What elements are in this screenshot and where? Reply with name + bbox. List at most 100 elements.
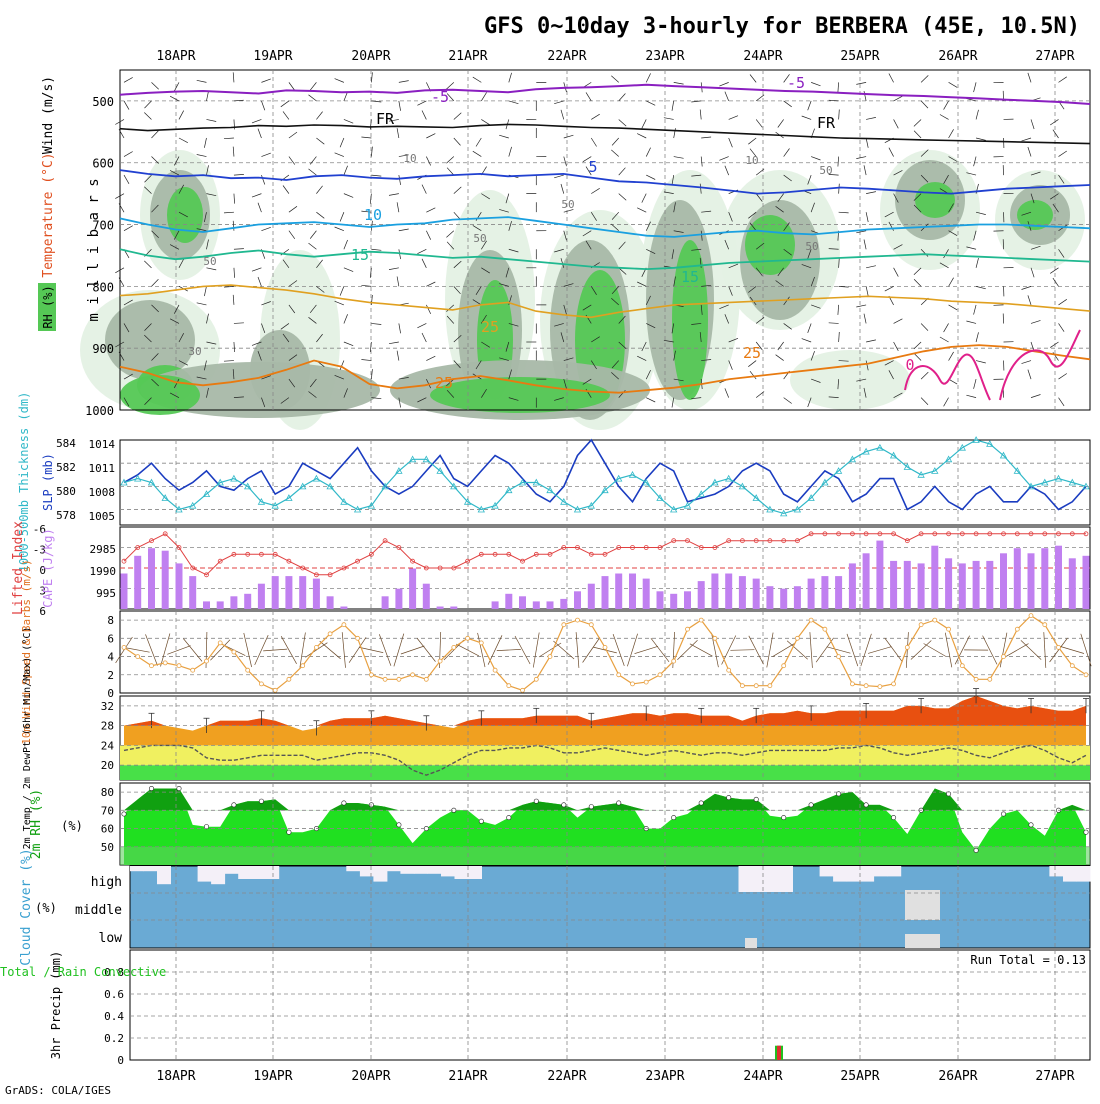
cloud-low-gap (745, 938, 757, 948)
contour-label: 0 (905, 356, 914, 374)
slp-tick-1014: 1014 (89, 438, 116, 451)
cloud-high-gap (144, 866, 158, 871)
rh-axis-label: RH (%) (41, 285, 55, 328)
rh2m-point (672, 815, 676, 819)
precip-tick-0.4: 0.4 (104, 1010, 124, 1023)
rh2m-point (507, 815, 511, 819)
wind10m-point (177, 664, 181, 668)
rh-blob (915, 182, 955, 218)
cloud-axis-label: Cloud Cover (%) (19, 848, 34, 965)
wind10m-tick-2: 2 (107, 669, 114, 682)
top-date-27APR: 27APR (1035, 49, 1074, 64)
wind10m-point (369, 673, 373, 677)
contour-label: 50 (819, 164, 832, 177)
bottom-date-25APR: 25APR (840, 1069, 879, 1084)
cape-bar (505, 594, 512, 609)
wind10m-point (1029, 614, 1033, 618)
cape-tick-2985: 2985 (90, 543, 117, 556)
wind10m-point (466, 636, 470, 640)
cape-bar (519, 596, 526, 609)
cloud-high-gap (455, 866, 469, 879)
cape-bar (904, 561, 911, 609)
top-date-18APR: 18APR (156, 49, 195, 64)
cape-bar (162, 551, 169, 609)
cape-bar (863, 553, 870, 609)
credit-label: GrADS: COLA/IGES (5, 1084, 111, 1097)
cloud-high-gap (847, 866, 861, 882)
rh2m-point (534, 799, 538, 803)
slp-axis-label: SLP (mb) (41, 453, 55, 511)
wind10m-tick-4: 4 (107, 651, 114, 664)
bottom-date-26APR: 26APR (938, 1069, 977, 1084)
cape-bar (821, 576, 828, 609)
wind10m-point (919, 623, 923, 627)
cloud-high-gap (400, 866, 414, 874)
pressure-tick-500: 500 (92, 95, 114, 109)
cloud-high-gap (766, 866, 780, 892)
rh2m-point (754, 797, 758, 801)
dew-lo-band (120, 765, 1090, 780)
wind10m-point (424, 677, 428, 681)
millibars-label: m i l l i b a r s (86, 178, 102, 321)
rh2m-point (617, 801, 621, 805)
wind10m-point (1084, 673, 1088, 677)
wind10m-point (905, 645, 909, 649)
cloud-unit: (%) (35, 901, 57, 915)
pressure-tick-600: 600 (92, 157, 114, 171)
cloud-high-gap (360, 866, 374, 876)
cape-bar (808, 579, 815, 609)
cape-bar (1055, 546, 1062, 609)
wind10m-point (754, 684, 758, 688)
wind10m-point (356, 636, 360, 640)
top-date-19APR: 19APR (253, 49, 292, 64)
cape-bar (189, 576, 196, 609)
contour-label: 30 (188, 345, 201, 358)
cape-bar (134, 556, 141, 609)
cloud-high-gap (779, 866, 793, 892)
wind10m-point (438, 659, 442, 663)
temp-tick-24: 24 (101, 739, 115, 752)
cloud-high-gap (211, 866, 225, 884)
cape-bar (492, 601, 499, 609)
rh-blob (120, 375, 200, 415)
wind10m-point (974, 677, 978, 681)
cape-bar (313, 579, 320, 609)
wind10m-point (493, 668, 497, 672)
cape-bar (890, 561, 897, 609)
wind10m-point (507, 684, 511, 688)
cloud-high-gap (373, 866, 387, 882)
rh2m-point (149, 786, 153, 790)
wind10m-point (301, 664, 305, 668)
slp-tick-1011: 1011 (89, 462, 116, 475)
cloud-high-gap (238, 866, 252, 879)
wind10m-point (1043, 623, 1047, 627)
cloud-level-high: high (91, 875, 122, 890)
cape-bar (588, 584, 595, 609)
cape-bar (560, 599, 567, 609)
cloud-high-gap (739, 866, 753, 892)
cloud-high-gap (1077, 866, 1091, 882)
cape-bar (176, 563, 183, 609)
cape-bar (931, 546, 938, 609)
wind10m-tick-0: 0 (107, 687, 114, 700)
wind10m-point (727, 668, 731, 672)
bottom-date-18APR: 18APR (156, 1069, 195, 1084)
cloud-high-gap (1063, 866, 1077, 882)
contour-label: 50 (561, 198, 574, 211)
cloud-high-gap (414, 866, 428, 874)
cape-bar (299, 576, 306, 609)
cape-bar (643, 579, 650, 609)
cloud-high-gap (468, 866, 482, 879)
cloud-high-gap (1049, 866, 1063, 876)
wind10m-point (947, 627, 951, 631)
cloud-mid-gap (905, 890, 940, 920)
wind10m-point (136, 655, 140, 659)
rh2m-point (1001, 812, 1005, 816)
cape-bar (794, 586, 801, 609)
rh2m-point (699, 801, 703, 805)
